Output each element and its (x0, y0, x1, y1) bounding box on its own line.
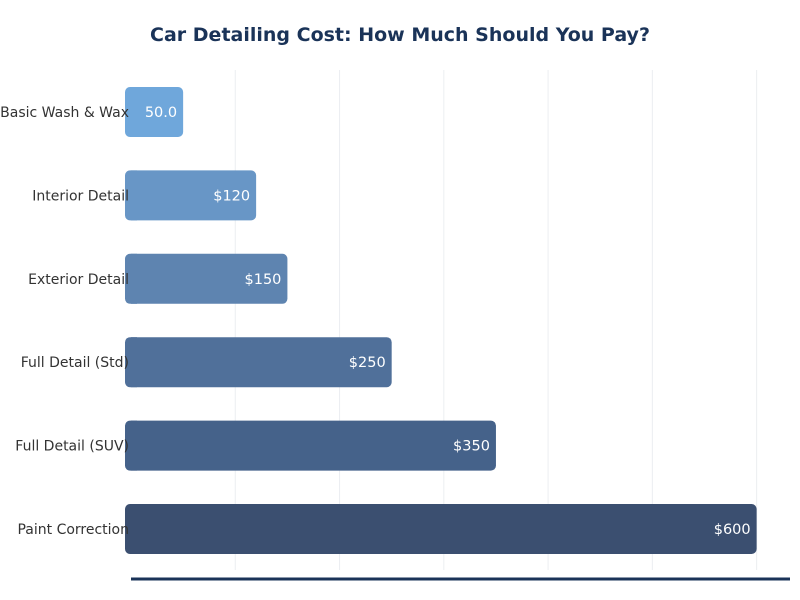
category-label: Full Detail (Std) (21, 355, 129, 371)
bar-base (131, 253, 137, 304)
chart-title: Car Detailing Cost: How Much Should You … (150, 24, 650, 46)
bar-base (131, 170, 137, 221)
bar (125, 87, 184, 137)
data-label: $150 (245, 272, 282, 288)
data-label: $600 (714, 522, 751, 538)
data-label: $250 (349, 355, 386, 371)
data-label: $350 (453, 439, 490, 455)
category-label: Interior Detail (32, 188, 129, 204)
bar (125, 170, 257, 221)
category-label: Basic Wash & Wax (0, 105, 129, 121)
bar-base (131, 504, 137, 554)
category-label: Paint Correction (17, 522, 129, 538)
data-label: 50.0 (145, 105, 177, 121)
category-label: Full Detail (SUV) (15, 439, 129, 455)
bar-base (131, 87, 137, 137)
bar-base (131, 337, 137, 388)
category-label: Exterior Detail (28, 272, 129, 288)
bar (125, 337, 392, 388)
bar (125, 420, 496, 471)
bar-base (131, 420, 137, 471)
bar (125, 504, 757, 554)
bar (125, 253, 288, 304)
data-label: $120 (213, 188, 250, 204)
